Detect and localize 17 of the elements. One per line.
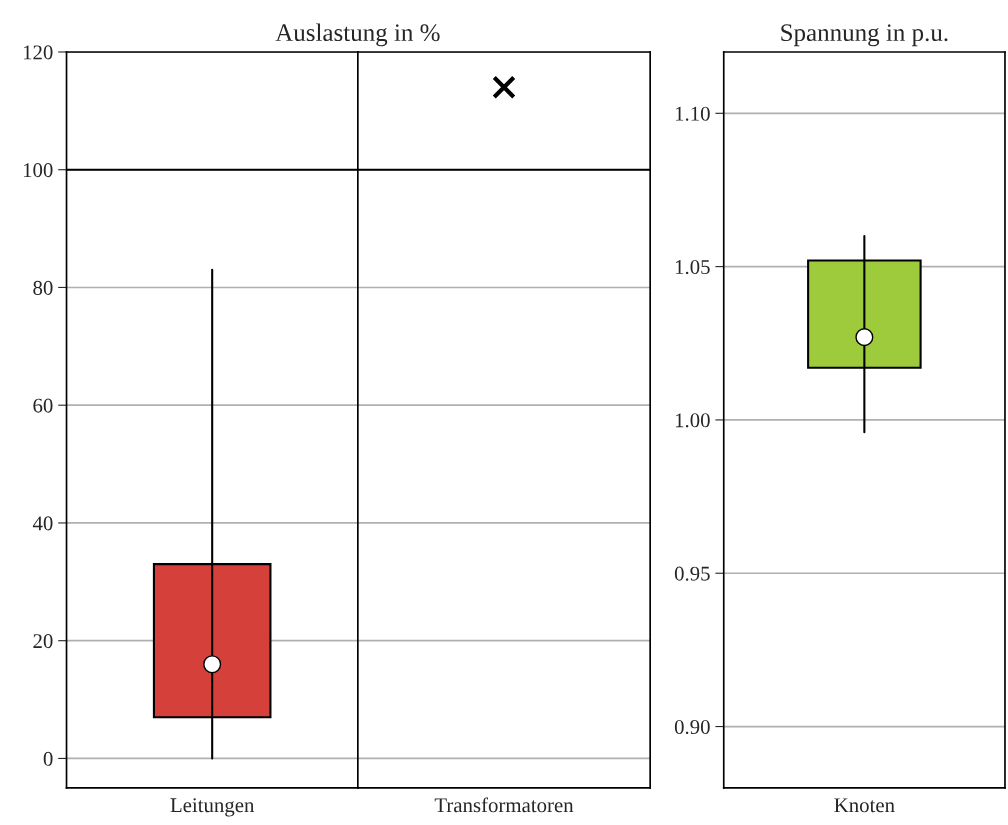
y-tick-label: 1.10 — [675, 106, 710, 121]
y-tick-label: 1.05 — [675, 259, 710, 275]
y-tick-label: 100 — [23, 163, 53, 178]
y-tick-label: 120 — [23, 45, 53, 60]
y-tick-label: 80 — [33, 280, 53, 295]
y-tick-label: 60 — [33, 398, 53, 413]
y-tick-label: 0.90 — [674, 719, 710, 735]
chart-title: Auslastung in % — [275, 23, 440, 47]
y-tick-label: 1.00 — [675, 413, 710, 428]
y-tick-label: 20 — [33, 634, 53, 649]
chart-title: Spannung in p.u. — [781, 24, 948, 47]
y-tick-label: 0 — [43, 751, 53, 766]
x-tick-label: Knoten — [834, 798, 895, 813]
x-tick-label: Leitungen — [170, 798, 255, 817]
y-tick-label: 40 — [32, 516, 53, 531]
y-tick-label: 0.95 — [674, 566, 710, 581]
x-tick-label: Transformatoren — [434, 797, 574, 813]
